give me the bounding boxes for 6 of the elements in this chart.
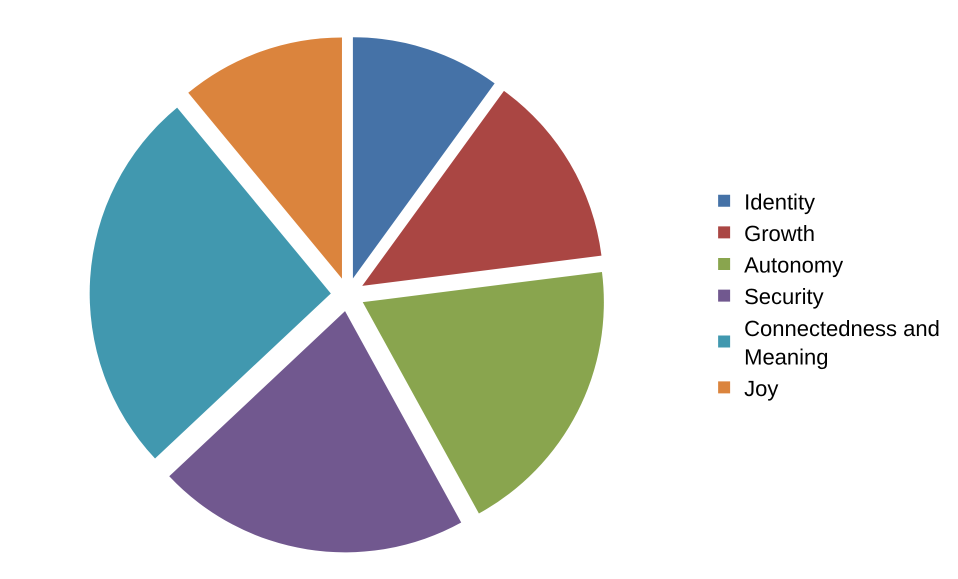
legend-label: Joy <box>744 376 778 401</box>
legend-label: Security <box>744 284 824 310</box>
legend-label: Autonomy <box>744 252 844 278</box>
legend-label: Growth <box>744 220 816 246</box>
legend-label: Connectedness and Meaning <box>744 316 940 370</box>
legend-label: Identity <box>744 189 816 214</box>
